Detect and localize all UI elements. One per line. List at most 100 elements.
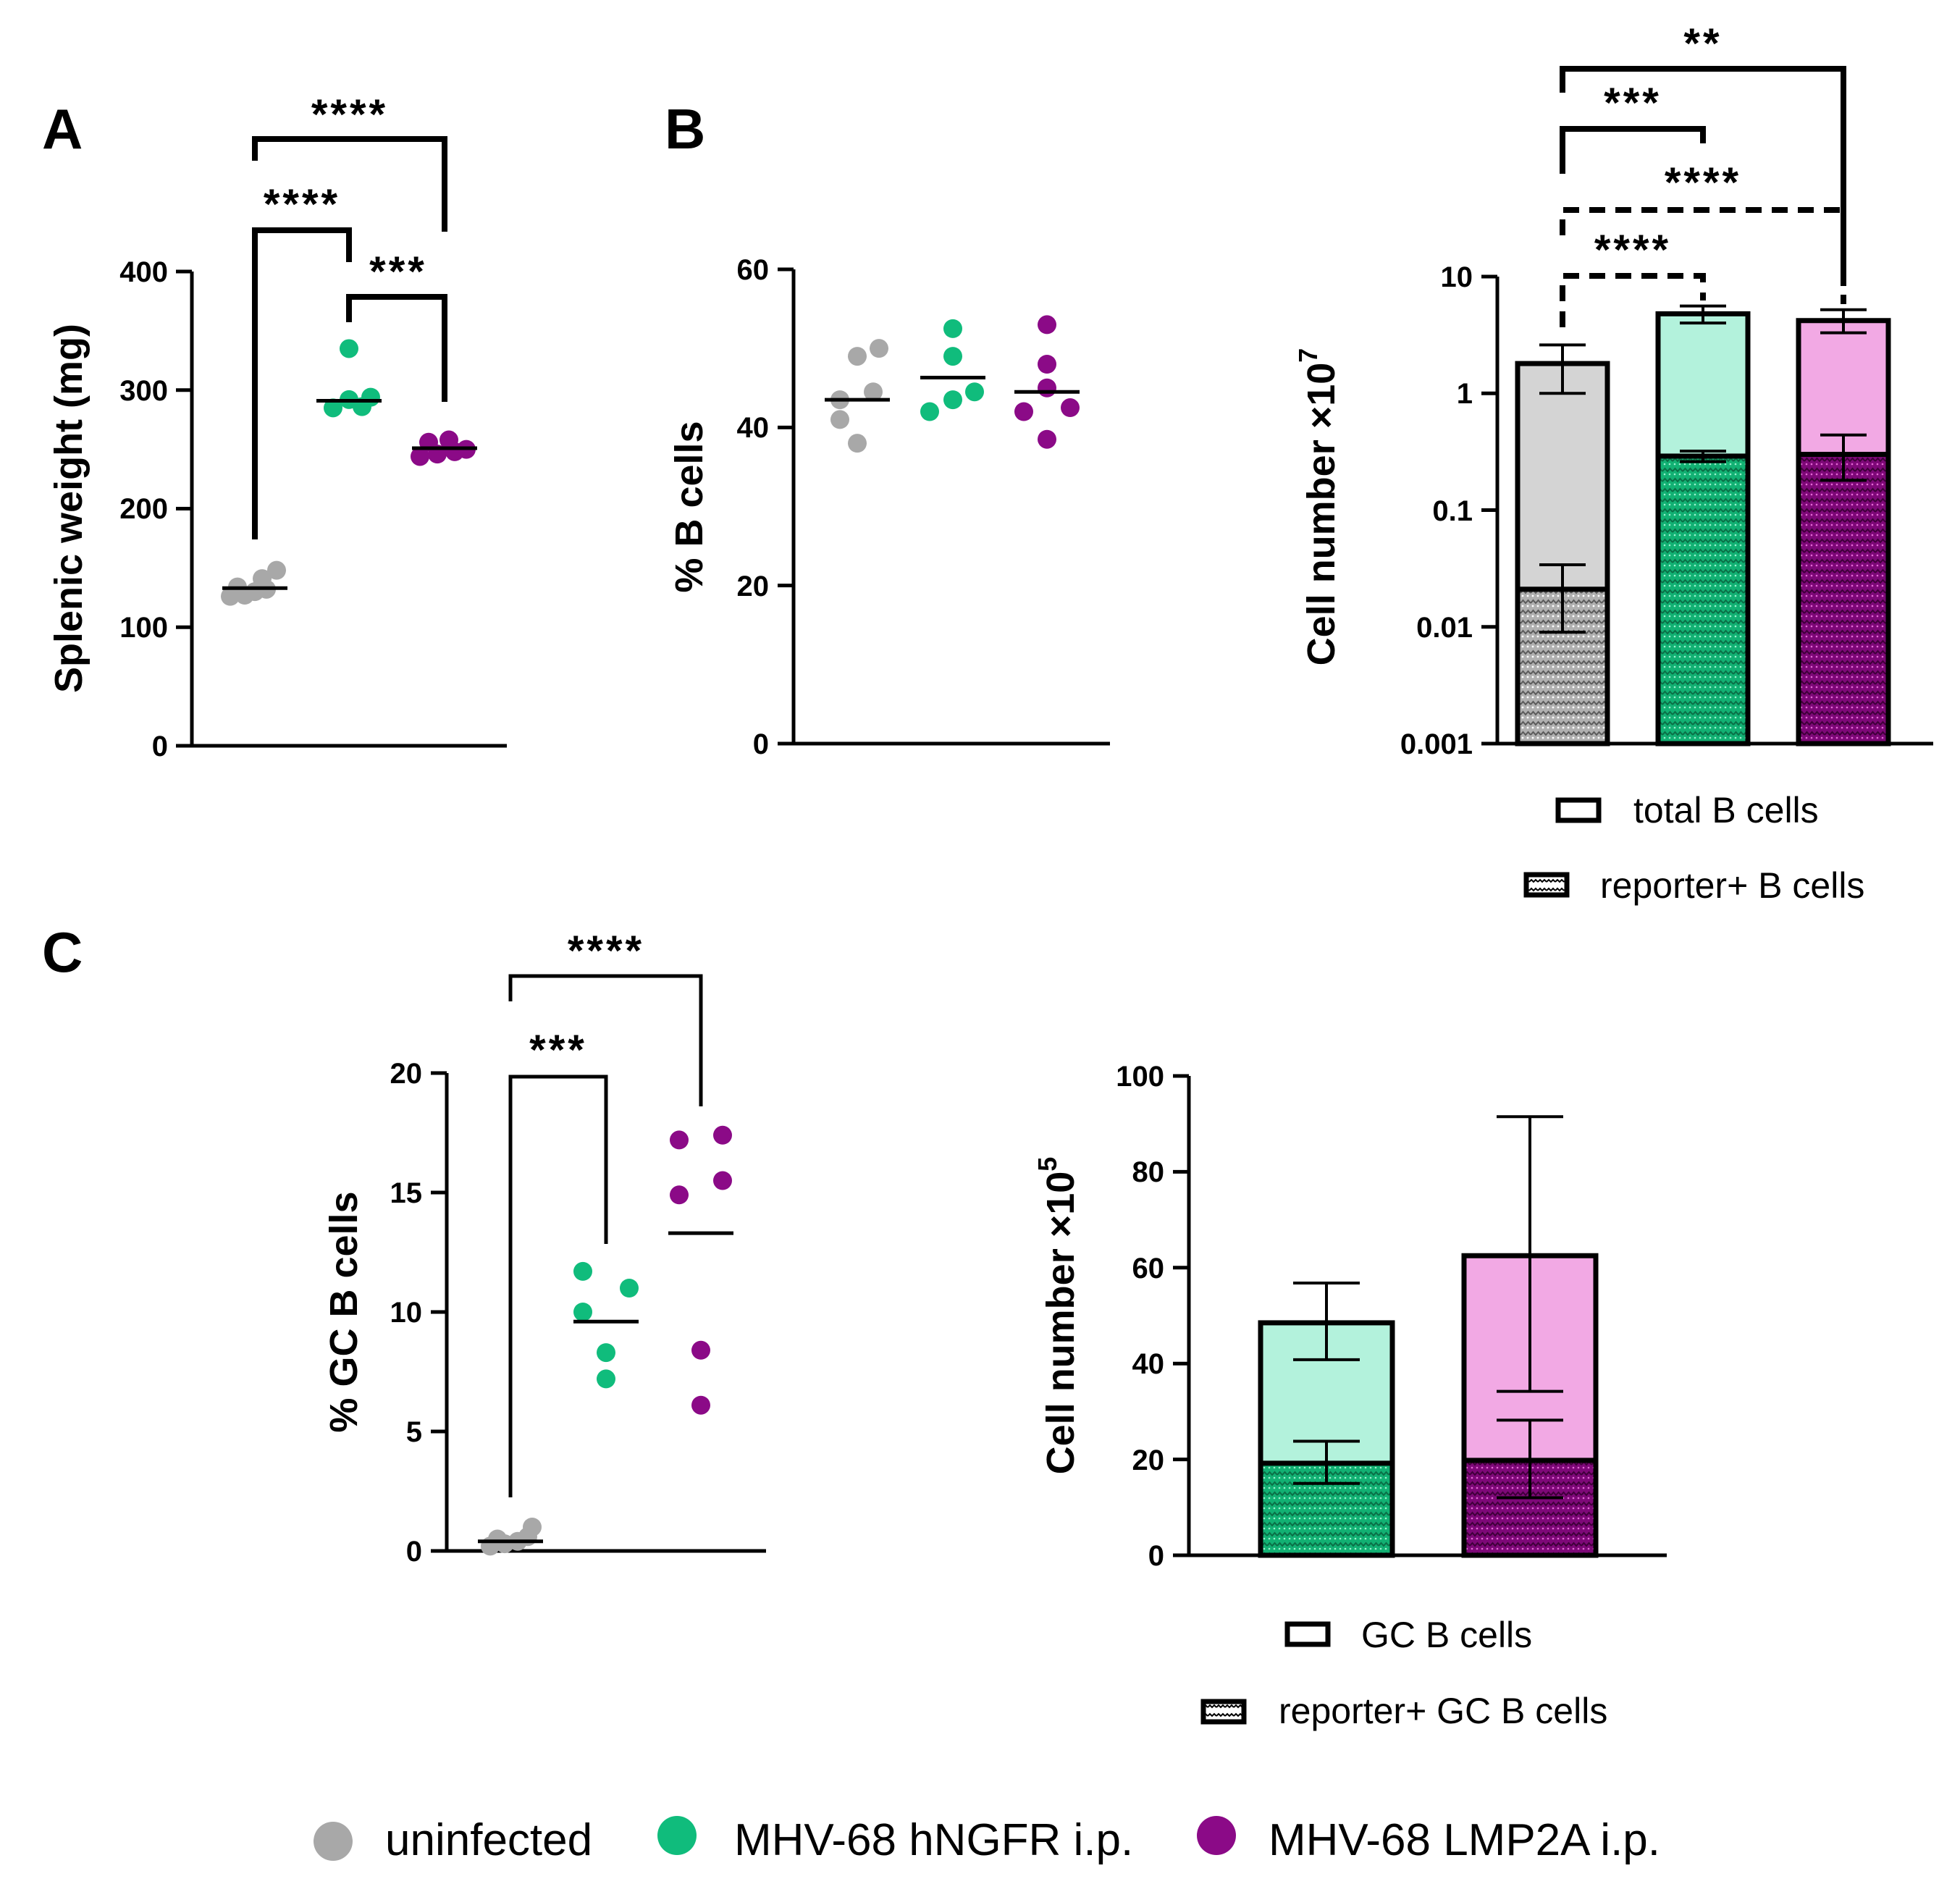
data-point [943,347,962,366]
significance-bracket [252,227,352,539]
tick-label: 60 [737,254,770,286]
chart-c-left-significance: *** **** [508,928,703,1497]
chart-b-left-ticks: 0 20 40 60 [737,254,794,760]
tick-label: 1 [1457,378,1473,410]
data-point [691,1340,710,1360]
data-point [713,1125,732,1145]
chart-b-left-points [825,315,1080,453]
chart-b-right-significance: *** ** **** **** [1560,20,1846,327]
chart-a-y-label: Splenic weight (mg) [47,324,91,693]
legend-label-reporter-gc: reporter+ GC B cells [1279,1691,1607,1731]
data-point [848,434,867,453]
data-point [670,1130,689,1150]
tick-label: 300 [119,375,168,407]
data-point [1014,402,1033,421]
group-legend: uninfected MHV-68 hNGFR i.p. MHV-68 LMP2… [314,1815,1660,1865]
error-bar [1497,1418,1563,1500]
data-point [830,410,849,429]
significance-label: **** [1665,159,1741,206]
error-bar [1680,450,1726,463]
legend-label-lmp2a: MHV-68 LMP2A i.p. [1269,1815,1660,1865]
data-point [920,402,939,421]
data-point [253,569,272,589]
chart-c-left: 0 5 10 15 20 % GC B cells [322,928,766,1568]
data-point [943,319,962,338]
legend-label-reporter: reporter+ B cells [1600,865,1864,906]
tick-label: 100 [1116,1061,1164,1093]
data-point [864,382,883,402]
tick-label: 0.001 [1400,728,1473,760]
data-point [1061,398,1080,418]
data-point [439,430,458,450]
chart-b-right: 0.001 0.01 0.1 1 10 Cell number ×107 ***… [1293,20,1933,906]
error-bar [1680,304,1726,325]
tick-label: 10 [1441,261,1473,293]
tick-label: 200 [119,493,168,525]
data-point [1038,355,1056,374]
tick-label: 0.1 [1432,495,1473,527]
chart-b-right-legend: total B cells reporter+ B cells [1523,790,1864,906]
data-point [324,398,342,418]
data-point [943,390,962,410]
tick-label: 400 [119,256,168,288]
data-point [411,447,429,466]
legend-swatch-reporter-gc [1200,1699,1247,1725]
data-point [267,560,286,580]
error-bar [1539,563,1586,634]
legend-label-total: total B cells [1633,790,1819,830]
data-point [848,347,867,366]
significance-bracket [1560,126,1706,174]
tick-label: 0 [152,731,168,762]
significance-label: **** [1594,227,1671,274]
significance-bracket [1560,66,1846,286]
panel-label-b: B [665,97,705,161]
chart-b-right-y-label: Cell number ×107 [1293,348,1343,666]
data-point [573,1261,592,1281]
data-point [340,339,358,358]
data-point [670,1185,689,1205]
tick-label: 20 [1132,1444,1165,1476]
significance-bracket [508,974,703,1106]
chart-b-right-ticks: 0.001 0.01 0.1 1 10 [1400,261,1497,760]
chart-c-right-ticks: 0 20 40 60 80 100 [1116,1061,1189,1572]
tick-label: 40 [1132,1348,1165,1380]
data-point [713,1171,732,1190]
data-point [1038,315,1056,335]
legend-dot-hngfr [657,1816,697,1855]
chart-c-right-bars [1258,1115,1599,1558]
tick-label: 40 [737,412,770,444]
data-point [523,1518,542,1536]
tick-label: 100 [119,612,168,644]
chart-b-right-bars [1515,304,1891,747]
tick-label: 10 [390,1297,423,1329]
chart-b-left-y-label: % B cells [668,421,711,592]
data-point [361,387,380,407]
tick-label: 0 [753,728,769,760]
legend-swatch-total [1555,797,1602,823]
data-point [965,382,984,402]
error-bar [1820,308,1867,335]
chart-c-left-points [478,1125,733,1556]
panel-label-a: A [42,97,83,161]
significance-bracket-dashed [1560,207,1846,304]
significance-label: ** [1683,20,1722,67]
tick-label: 60 [1132,1253,1165,1284]
chart-a: 0 100 200 300 400 Splenic weight (mg) [47,91,507,762]
data-point [1038,378,1056,398]
significance-label: *** [369,248,427,295]
chart-c-right-y-label: Cell number ×105 [1032,1157,1082,1475]
legend-label-gc: GC B cells [1361,1615,1532,1655]
data-point [691,1395,710,1415]
chart-a-points [221,339,477,606]
chart-c-right-legend: GC B cells reporter+ GC B cells [1200,1615,1607,1731]
chart-a-significance: **** **** *** [252,91,447,539]
data-point [573,1303,592,1321]
significance-bracket [252,136,447,232]
error-bar [1293,1439,1360,1485]
legend-swatch-reporter [1523,872,1570,898]
chart-c-left-y-label: % GC B cells [322,1191,366,1432]
tick-label: 5 [406,1416,422,1448]
significance-label: **** [568,928,644,975]
data-point [488,1529,507,1549]
error-bar [1497,1115,1563,1393]
